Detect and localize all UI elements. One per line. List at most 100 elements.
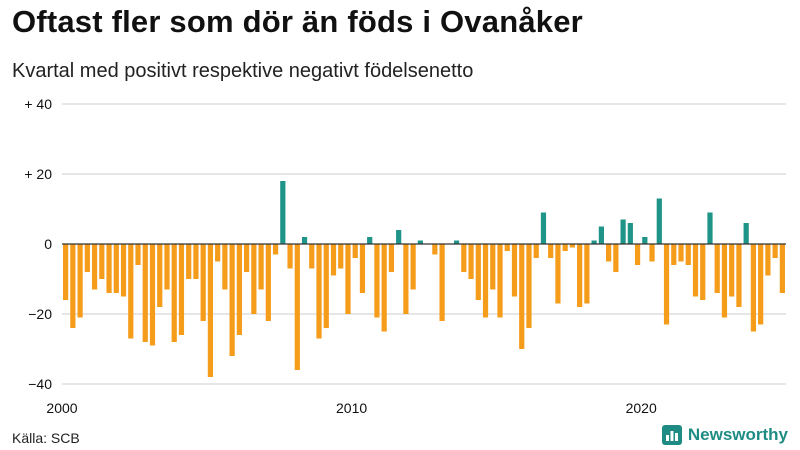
bar <box>229 244 235 356</box>
bar <box>453 240 460 244</box>
bar <box>352 244 358 258</box>
bar <box>482 244 489 318</box>
bar <box>396 230 402 244</box>
bar <box>200 244 206 321</box>
bar <box>258 244 264 290</box>
bar <box>374 244 380 318</box>
bar <box>244 244 250 272</box>
bar <box>338 244 344 269</box>
bar <box>251 244 257 314</box>
bar <box>120 244 127 297</box>
bar <box>758 244 764 325</box>
x-tick-label: 2010 <box>336 400 367 416</box>
bar <box>555 244 561 304</box>
y-tick-label: −20 <box>28 306 52 322</box>
bar <box>772 244 778 258</box>
bar <box>577 244 583 307</box>
bar <box>345 244 351 314</box>
bar <box>598 226 604 244</box>
bar <box>606 244 612 262</box>
bar <box>272 244 279 255</box>
bar <box>540 212 547 244</box>
bar <box>562 244 568 251</box>
newsworthy-icon <box>661 425 682 445</box>
bar <box>280 181 286 244</box>
newsworthy-logo: Newsworthy <box>661 425 788 445</box>
bar <box>70 244 76 328</box>
bar <box>642 237 648 244</box>
bar <box>388 244 395 272</box>
bar <box>656 198 662 244</box>
bar <box>215 244 221 262</box>
bar <box>468 244 474 279</box>
bar <box>323 244 329 328</box>
bar <box>613 244 619 272</box>
bar <box>700 244 706 300</box>
bar <box>511 244 518 297</box>
chart-subtitle: Kvartal med positivt respektive negativt… <box>12 60 474 82</box>
bar <box>765 244 771 276</box>
x-tick-label: 2020 <box>626 400 657 416</box>
bar <box>584 244 590 304</box>
bar <box>721 244 728 318</box>
bar <box>128 244 134 339</box>
bar <box>750 244 757 332</box>
bar <box>707 212 713 244</box>
bar <box>294 244 300 370</box>
bar <box>301 237 308 244</box>
bar <box>157 244 163 307</box>
bar <box>178 244 185 335</box>
brand-name: Newsworthy <box>687 425 788 444</box>
bar <box>113 244 119 293</box>
bar <box>309 244 315 269</box>
bar <box>164 244 170 290</box>
bar <box>504 244 510 251</box>
bar <box>91 244 98 290</box>
bar <box>591 240 597 244</box>
bar <box>533 244 539 258</box>
bar <box>779 244 785 293</box>
bar <box>287 244 293 269</box>
bar <box>410 244 416 290</box>
y-tick-label: + 40 <box>24 96 52 112</box>
bar <box>649 244 655 262</box>
bar <box>569 244 576 248</box>
bar <box>106 244 112 293</box>
bar <box>497 244 503 318</box>
bar <box>736 244 742 307</box>
bar <box>171 244 177 342</box>
bar <box>99 244 105 279</box>
bar <box>519 244 525 349</box>
bar <box>186 244 192 279</box>
bar <box>526 244 532 328</box>
bar <box>149 244 156 346</box>
bar <box>367 237 373 244</box>
bar <box>63 244 69 300</box>
x-axis-tick-labels: 2000 2010 2020 <box>46 400 657 416</box>
bar <box>193 244 199 279</box>
y-tick-label: + 20 <box>24 166 52 182</box>
bar <box>671 244 677 265</box>
bar <box>135 244 141 265</box>
y-tick-label: 0 <box>44 236 52 252</box>
bar <box>548 244 554 258</box>
bar <box>77 244 83 318</box>
bar <box>316 244 322 339</box>
y-tick-label: −40 <box>28 376 52 392</box>
bar <box>692 244 699 297</box>
bar <box>236 244 242 335</box>
bar <box>685 244 691 265</box>
bar <box>359 244 366 293</box>
bar <box>432 244 438 255</box>
bar <box>265 244 271 321</box>
source-note: Källa: SCB <box>12 430 80 446</box>
bar <box>207 244 214 377</box>
chart-title: Oftast fler som dör än föds i Ovanåker <box>12 4 583 39</box>
bar <box>381 244 387 332</box>
bar <box>714 244 720 293</box>
bar <box>620 219 626 244</box>
bar <box>743 223 749 244</box>
bar <box>142 244 148 342</box>
bars <box>63 181 785 377</box>
bar <box>663 244 670 325</box>
